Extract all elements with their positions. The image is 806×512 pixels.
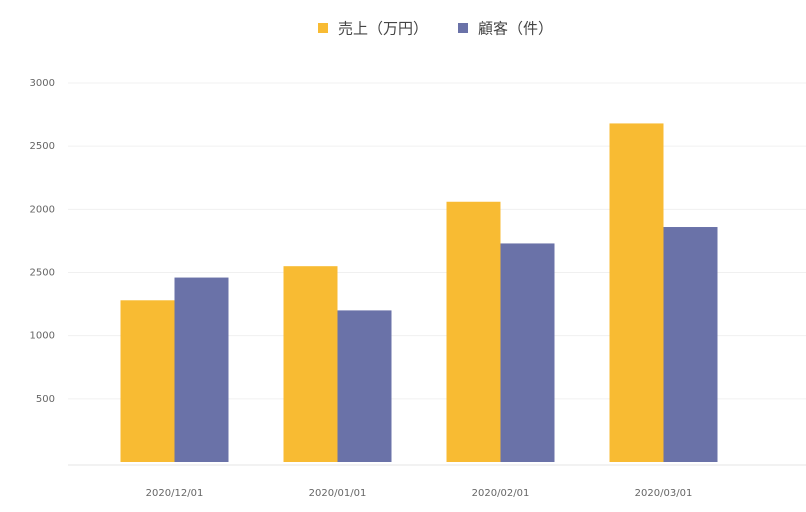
legend-label: 顧客（件） [478,20,553,38]
bar [283,266,338,462]
y-tick-label: 500 [36,394,55,405]
bar [337,310,392,462]
bar [120,300,175,462]
legend-swatch [318,23,328,33]
x-tick-label: 2020/03/01 [635,488,693,499]
x-tick-label: 2020/02/01 [472,488,530,499]
legend-swatch [458,23,468,33]
y-tick-label: 2000 [30,204,55,215]
x-tick-label: 2020/01/01 [309,488,367,499]
bar [663,227,718,462]
y-tick-label: 3000 [30,78,55,89]
bar [174,277,229,462]
bar [609,123,664,462]
y-tick-label: 1000 [30,331,55,342]
y-tick-label: 2500 [30,141,55,152]
y-tick-label: 2500 [30,268,55,279]
bar [446,201,501,462]
legend-label: 売上（万円） [338,20,428,38]
bar [500,243,555,462]
x-tick-label: 2020/12/01 [146,488,204,499]
